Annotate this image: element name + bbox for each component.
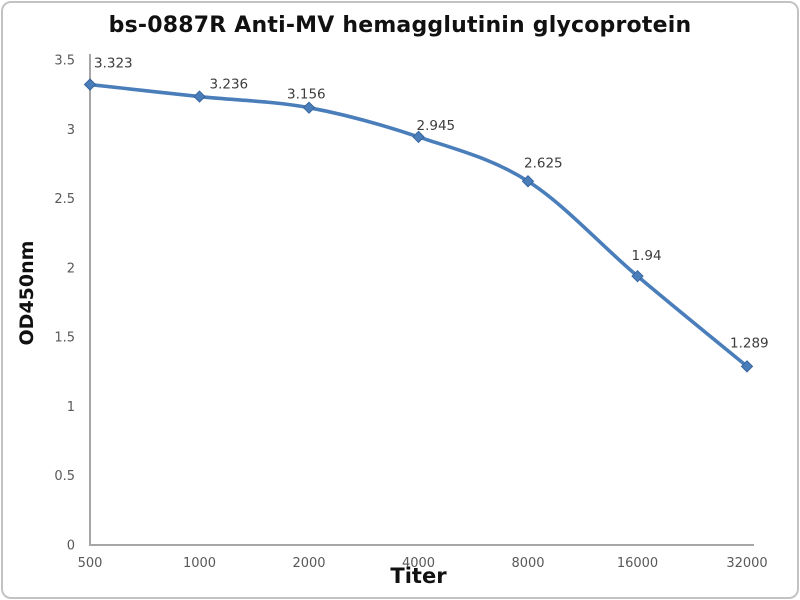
y-tick-label: 2 (67, 261, 75, 276)
x-tick-label: 500 (78, 556, 103, 571)
x-axis-title: Titer (390, 564, 447, 588)
data-point-marker (521, 175, 535, 188)
data-point-label: 2.945 (417, 118, 456, 134)
data-point-marker (193, 90, 206, 103)
axis-lines (89, 54, 754, 546)
y-tick-label: 0.5 (54, 469, 75, 484)
y-tick-label: 0 (67, 539, 75, 554)
data-point-label: 3.156 (287, 87, 326, 103)
data-point-marker (412, 130, 425, 144)
x-tick-label: 2000 (292, 556, 325, 571)
y-tick-label: 1.5 (54, 331, 75, 346)
data-point-label: 2.625 (524, 155, 563, 171)
plot-area: 0 0.5 1 1.5 2 2.5 3 3.5 500 1000 2000 4000 8000 16000… (54, 54, 769, 572)
x-tick-label: 1000 (183, 556, 216, 571)
x-tick-label: 8000 (511, 556, 544, 571)
y-tick-label: 2.5 (54, 192, 75, 207)
data-point-marker (83, 78, 97, 91)
data-point-marker (631, 269, 644, 283)
y-tick-label: 3 (67, 123, 75, 138)
x-tick-label: 4000 (402, 556, 435, 571)
data-point-label: 3.236 (210, 77, 249, 93)
chart-title: bs-0887R Anti-MV hemagglutinin glycoprot… (108, 13, 692, 38)
data-point-marker (302, 101, 316, 114)
data-point-label: 3.323 (94, 56, 133, 72)
x-tick-label: 32000 (726, 556, 767, 571)
y-tick-label: 3.5 (54, 54, 75, 69)
data-point-marker (740, 360, 754, 373)
x-tick-label: 16000 (617, 556, 658, 571)
data-point-label: 1.289 (730, 335, 769, 351)
y-tick-label: 1 (67, 400, 75, 415)
data-point-label: 1.94 (632, 248, 662, 264)
